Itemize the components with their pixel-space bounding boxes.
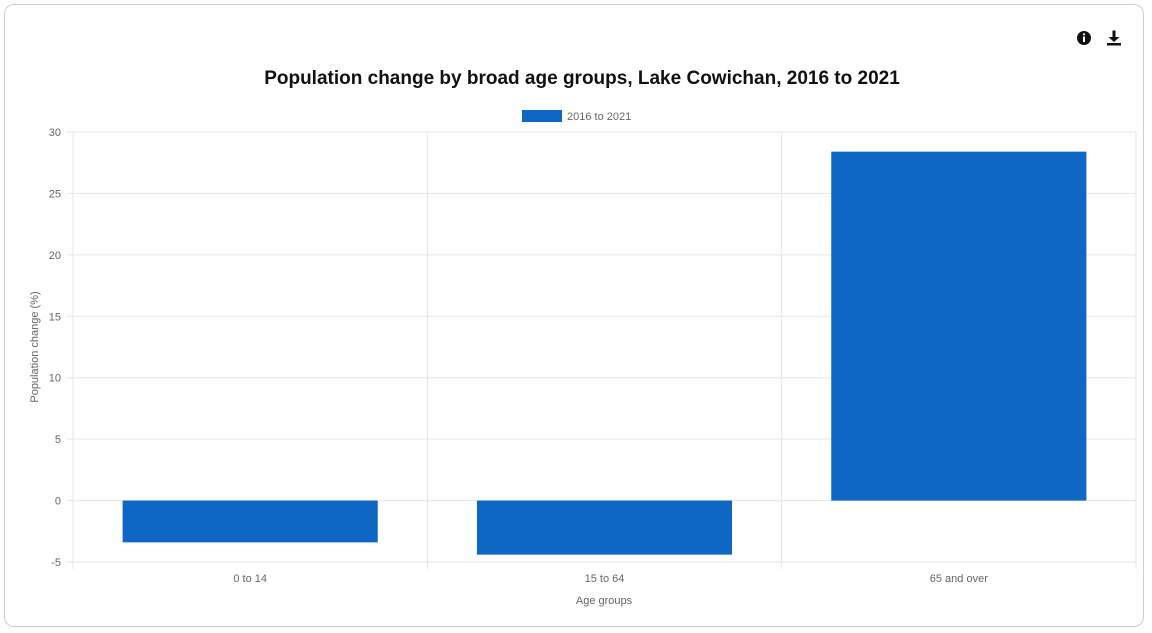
legend: 2016 to 2021 [522,110,631,123]
y-tick-label: 5 [55,434,61,446]
x-tick-label: 15 to 64 [585,573,625,585]
y-tick-label: -5 [51,557,61,569]
x-axis-title: Age groups [576,595,633,607]
x-axis-ticks: 0 to 14 15 to 64 65 and over [233,573,988,585]
legend-label: 2016 to 2021 [567,111,631,123]
download-icon[interactable] [1105,29,1123,47]
x-tick-label: 0 to 14 [233,573,267,585]
bar[interactable] [122,500,378,543]
bar[interactable] [831,151,1087,501]
y-tick-label: 0 [55,496,61,508]
y-tick-label: 15 [49,311,61,323]
y-tick-label: 20 [49,250,61,262]
y-tick-label: 30 [49,127,61,139]
y-tick-label: 25 [49,188,61,200]
chart-toolbar [1075,29,1123,47]
y-axis-title: Population change (%) [29,291,41,402]
y-tick-label: 10 [49,373,61,385]
legend-swatch [522,110,562,122]
info-circle-icon[interactable] [1075,29,1093,47]
y-axis-ticks: 30 25 20 15 10 5 0 -5 [49,127,61,569]
x-tick-label: 65 and over [930,573,988,585]
bars [122,151,1087,555]
chart-title: Population change by broad age groups, L… [264,68,900,89]
bar[interactable] [476,500,733,555]
